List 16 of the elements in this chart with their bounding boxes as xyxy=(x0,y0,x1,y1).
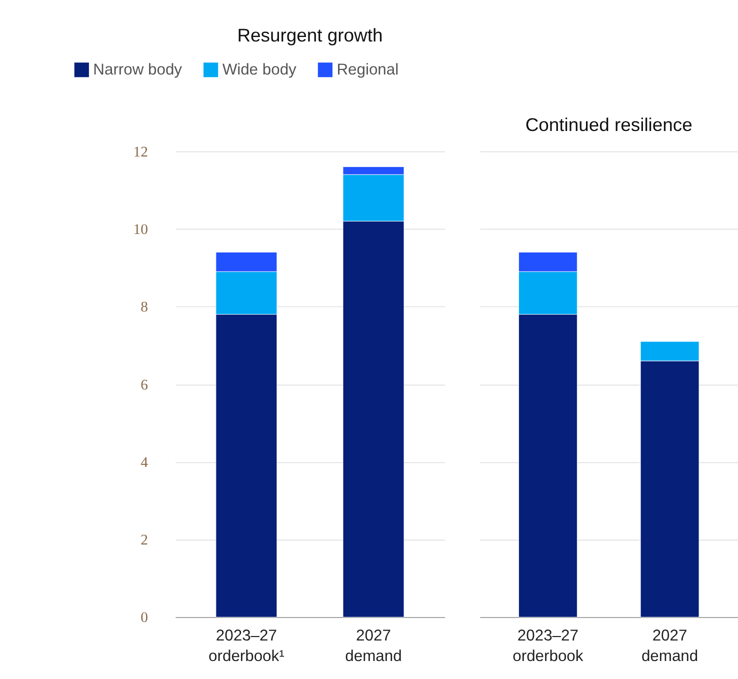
y-tick-label: 4 xyxy=(140,454,149,471)
y-tick-label: 12 xyxy=(133,144,148,160)
y-tick-label: 2 xyxy=(140,532,148,549)
chart-title: Continued resilience xyxy=(525,114,692,135)
legend-label: Narrow body xyxy=(93,61,182,78)
y-tick-label: 6 xyxy=(140,377,148,394)
x-tick-label: 2023–27 orderbook¹ xyxy=(208,628,284,665)
x-tick-label: 2027 demand xyxy=(345,628,402,665)
y-tick-label: 8 xyxy=(140,300,148,316)
x-tick-label: 2023–27 orderbook xyxy=(512,628,584,665)
y-tick-label: 10 xyxy=(133,222,148,238)
x-tick-label: 2027 demand xyxy=(641,628,698,665)
legend-label: Regional xyxy=(336,61,399,78)
y-tick-label: 0 xyxy=(140,610,148,626)
chart-title: Resurgent growth xyxy=(237,24,383,46)
legend-label: Wide body xyxy=(222,61,297,78)
